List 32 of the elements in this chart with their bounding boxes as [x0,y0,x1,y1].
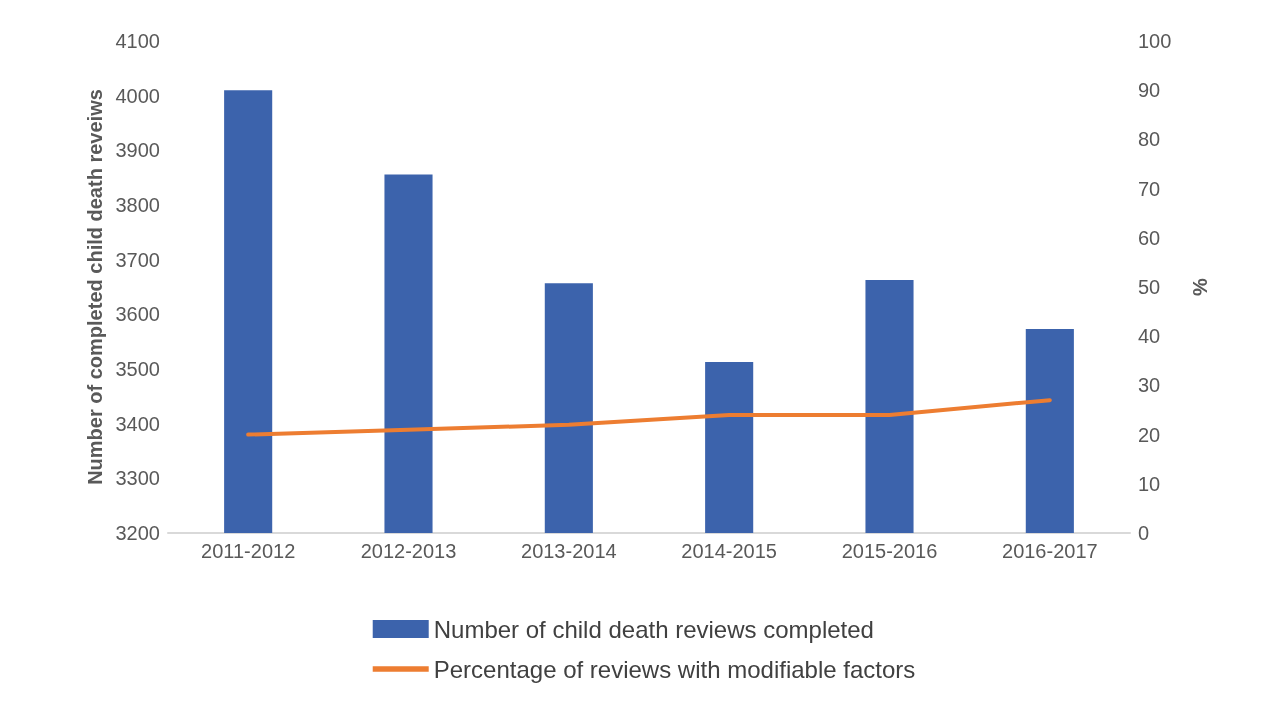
x-tick-label: 2012-2013 [360,540,457,562]
legend-label: Percentage of reviews with modifiable factors [433,655,916,683]
line-series [246,398,1052,437]
y2-tick-label: 30 [1138,374,1161,397]
x-tick-label: 2016-2017 [1002,540,1098,562]
y2-tick-label: 40 [1138,325,1161,348]
y-tick-label: 3700 [115,248,160,271]
y-tick-label: 3400 [115,412,160,435]
y2-tick-label: 20 [1138,423,1161,446]
y-tick-label: 4100 [115,30,160,52]
y2-axis-title: % [1189,277,1211,296]
y2-tick-label: 0 [1138,522,1150,544]
y2-tick-label: 100 [1138,30,1172,52]
y2-tick-label: 10 [1138,472,1161,495]
y-tick-label: 3800 [115,194,160,216]
y-tick-label: 3900 [115,139,160,162]
y-tick-label: 3600 [115,303,160,326]
y-tick-label: 3200 [115,522,160,544]
y-tick-label: 3300 [115,467,160,490]
x-tick-label: 2013-2014 [521,540,617,562]
x-tick-label: 2015-2016 [841,540,938,562]
y-tick-label: 4000 [115,84,160,107]
y-axis-title: Number of completed child death reveiws [83,89,106,485]
y2-tick-label: 60 [1138,226,1161,249]
legend-label: Number of child death reviews completed [433,615,874,643]
y2-tick-label: 50 [1138,276,1161,298]
y2-tick-label: 80 [1138,128,1161,151]
x-tick-label: 2011-2012 [201,540,296,562]
y-tick-label: 3500 [115,358,160,380]
y2-tick-label: 90 [1138,79,1161,102]
x-tick-label: 2014-2015 [681,540,777,562]
y2-tick-label: 70 [1138,177,1161,200]
